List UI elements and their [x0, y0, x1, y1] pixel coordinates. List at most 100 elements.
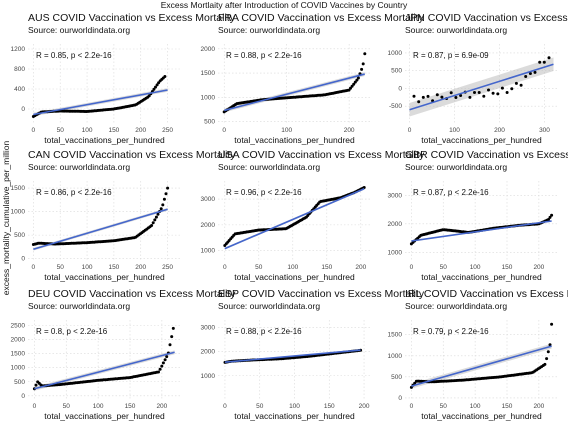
data-point [482, 94, 486, 98]
x-tick-label: 0 [33, 403, 37, 410]
y-tick-label: 1200 [11, 46, 26, 53]
data-point [550, 213, 554, 217]
data-point [356, 76, 360, 80]
x-tick-label: 50 [57, 127, 65, 134]
data-point [412, 94, 416, 98]
x-tick-label: 100 [93, 403, 104, 410]
x-axis-label: total_vaccinations_per_hundred [44, 272, 165, 282]
correlation-stat: R = 0.87, p = 6.9e-09 [413, 51, 489, 60]
data-point [435, 93, 439, 97]
x-tick-label: 300 [539, 127, 550, 134]
data-point [171, 326, 175, 330]
x-tick-label: 150 [125, 403, 136, 410]
x-tick-label: 250 [162, 264, 173, 271]
data-point [413, 381, 417, 385]
x-axis-label: total_vaccinations_per_hundred [44, 135, 165, 145]
x-tick-label: 50 [440, 264, 448, 271]
x-tick-label: 100 [449, 127, 460, 134]
y-tick-label: 400 [14, 86, 25, 93]
regression-line [411, 220, 552, 242]
data-point [459, 94, 463, 97]
x-axis-label: total_vaccinations_per_hundred [421, 272, 542, 282]
y-tick-label: 1000 [201, 94, 216, 101]
panel-title: JPN COVID Vaccination vs Excess Mortalit… [405, 12, 568, 24]
y-tick-label: 2000 [201, 349, 216, 356]
correlation-stat: R = 0.87, p < 2.2e-16 [413, 188, 489, 197]
data-point [449, 91, 453, 95]
data-point [519, 83, 523, 87]
y-tick-label: 1000 [388, 50, 403, 57]
data-point [491, 91, 495, 95]
x-tick-label: 0 [222, 127, 226, 134]
data-point [417, 100, 421, 104]
data-point [151, 221, 155, 225]
panel-5: GBR COVID Vaccination vs Excess Mortalit… [388, 149, 568, 282]
data-point [533, 70, 537, 74]
y-tick-label: 1000 [388, 353, 403, 360]
x-tick-label: 200 [494, 127, 505, 134]
data-point [543, 362, 547, 366]
x-tick-label: 50 [440, 403, 448, 410]
x-tick-label: 50 [63, 403, 71, 410]
panel-4: USA COVID Vaccination vs Excess Mortalit… [201, 149, 426, 282]
panel-subtitle: Source: ourworldindata.org [28, 25, 130, 35]
panel-subtitle: Source: ourworldindata.org [405, 25, 507, 35]
y-tick-label: 800 [14, 66, 25, 73]
data-point [156, 212, 160, 216]
y-tick-label: 2500 [11, 323, 26, 330]
data-point [542, 60, 546, 64]
data-point [165, 355, 169, 359]
x-tick-label: 100 [287, 264, 298, 271]
data-point [421, 95, 425, 99]
x-tick-label: 0 [410, 264, 414, 271]
data-point [150, 224, 154, 227]
regression-line [224, 188, 365, 250]
regression-line [33, 89, 168, 116]
data-point [361, 62, 365, 66]
data-point [454, 96, 458, 99]
y-tick-label: 0 [21, 393, 25, 400]
x-axis-label: total_vaccinations_per_hundred [234, 272, 355, 282]
x-tick-label: 200 [344, 127, 355, 134]
x-axis-label: total_vaccinations_per_hundred [421, 411, 542, 421]
panel-title: IRL COVID Vaccination vs Excess Mortalit… [405, 288, 568, 300]
correlation-stat: R = 0.8, p < 2.2e-16 [36, 327, 108, 336]
y-tick-label: 1500 [11, 185, 26, 192]
x-tick-label: 0 [223, 264, 227, 271]
data-point [528, 72, 532, 75]
y-tick-label: 0 [398, 395, 402, 402]
data-point [350, 84, 354, 88]
data-point [510, 87, 514, 91]
y-tick-label: 3000 [201, 196, 216, 203]
panel-subtitle: Source: ourworldindata.org [218, 301, 320, 311]
data-point [440, 95, 444, 99]
x-tick-label: 200 [355, 264, 366, 271]
x-tick-label: 150 [321, 264, 332, 271]
data-point [514, 81, 518, 85]
y-tick-label: 2000 [201, 46, 216, 53]
x-tick-label: 200 [533, 264, 544, 271]
data-point [147, 94, 151, 98]
x-axis-label: total_vaccinations_per_hundred [44, 411, 165, 421]
data-point [159, 207, 163, 211]
panel-subtitle: Source: ourworldindata.org [28, 162, 130, 172]
regression-line [411, 345, 552, 387]
data-point [548, 215, 552, 219]
x-tick-label: 100 [281, 127, 292, 134]
y-tick-label: 1000 [388, 249, 403, 256]
y-tick-label: 500 [14, 232, 25, 239]
x-axis-label: total_vaccinations_per_hundred [421, 135, 542, 145]
x-tick-label: 50 [256, 403, 264, 410]
x-tick-label: 150 [502, 264, 513, 271]
data-point [161, 203, 165, 207]
figure-title: Excess Mortlaity after Introduction of C… [161, 0, 408, 10]
data-point [426, 94, 430, 98]
x-axis-label: total_vaccinations_per_hundred [234, 135, 355, 145]
panel-title: AUS COVID Vaccination vs Excess Mortalit… [28, 12, 236, 24]
x-tick-label: 150 [324, 403, 335, 410]
data-point [360, 67, 364, 71]
data-point [155, 83, 159, 87]
x-tick-label: 0 [410, 403, 414, 410]
x-tick-label: 150 [502, 403, 513, 410]
data-point [160, 364, 164, 368]
